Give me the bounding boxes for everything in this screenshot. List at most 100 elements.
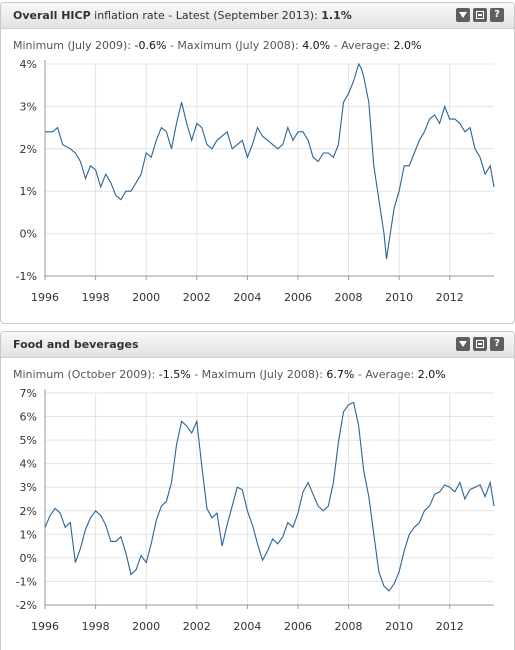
data-point[interactable] <box>393 582 396 585</box>
data-point[interactable] <box>51 130 54 133</box>
data-point[interactable] <box>180 420 183 423</box>
data-point[interactable] <box>150 156 153 159</box>
dropdown-icon[interactable] <box>456 8 470 22</box>
data-point[interactable] <box>286 521 289 524</box>
data-point[interactable] <box>484 495 487 498</box>
data-point[interactable] <box>241 488 244 491</box>
data-point[interactable] <box>170 147 173 150</box>
data-point[interactable] <box>160 126 163 129</box>
data-point[interactable] <box>347 92 350 95</box>
data-point[interactable] <box>322 152 325 155</box>
data-point[interactable] <box>256 542 259 545</box>
data-point[interactable] <box>155 139 158 142</box>
data-point[interactable] <box>418 521 421 524</box>
data-point[interactable] <box>352 80 355 83</box>
data-point[interactable] <box>327 152 330 155</box>
data-point[interactable] <box>89 164 92 167</box>
data-point[interactable] <box>360 67 363 70</box>
data-point[interactable] <box>337 441 340 444</box>
data-point[interactable] <box>56 126 59 129</box>
data-point[interactable] <box>140 554 143 557</box>
data-point[interactable] <box>175 122 178 125</box>
data-point[interactable] <box>150 542 153 545</box>
data-point[interactable] <box>195 420 198 423</box>
data-point[interactable] <box>271 538 274 541</box>
data-point[interactable] <box>469 488 472 491</box>
data-point[interactable] <box>236 486 239 489</box>
data-point[interactable] <box>408 533 411 536</box>
help-icon[interactable]: ? <box>490 337 504 351</box>
data-point[interactable] <box>79 547 82 550</box>
data-point[interactable] <box>266 549 269 552</box>
data-point[interactable] <box>347 403 350 406</box>
data-point[interactable] <box>291 139 294 142</box>
data-point[interactable] <box>453 118 456 121</box>
data-point[interactable] <box>211 516 214 519</box>
data-point[interactable] <box>317 505 320 508</box>
data-point[interactable] <box>160 505 163 508</box>
data-point[interactable] <box>170 481 173 484</box>
data-point[interactable] <box>317 160 320 163</box>
data-point[interactable] <box>276 147 279 150</box>
data-point[interactable] <box>383 232 386 235</box>
data-point[interactable] <box>453 490 456 493</box>
data-point[interactable] <box>307 139 310 142</box>
data-point[interactable] <box>377 571 380 574</box>
data-point[interactable] <box>261 135 264 138</box>
data-point[interactable] <box>231 505 234 508</box>
data-point[interactable] <box>302 130 305 133</box>
data-point[interactable] <box>49 514 52 517</box>
data-point[interactable] <box>372 164 375 167</box>
data-point[interactable] <box>256 126 259 129</box>
data-point[interactable] <box>205 507 208 510</box>
data-point[interactable] <box>74 152 77 155</box>
data-point[interactable] <box>180 101 183 104</box>
data-point[interactable] <box>69 521 72 524</box>
data-point[interactable] <box>145 561 148 564</box>
data-point[interactable] <box>367 495 370 498</box>
data-point[interactable] <box>428 505 431 508</box>
data-point[interactable] <box>200 465 203 468</box>
data-point[interactable] <box>489 164 492 167</box>
data-point[interactable] <box>124 190 127 193</box>
data-point[interactable] <box>266 139 269 142</box>
data-point[interactable] <box>74 561 77 564</box>
data-point[interactable] <box>135 181 138 184</box>
data-point[interactable] <box>403 164 406 167</box>
data-point[interactable] <box>493 505 496 508</box>
data-point[interactable] <box>140 173 143 176</box>
data-point[interactable] <box>383 585 386 588</box>
data-point[interactable] <box>458 481 461 484</box>
data-point[interactable] <box>54 507 57 510</box>
data-point[interactable] <box>418 139 421 142</box>
data-point[interactable] <box>393 207 396 210</box>
data-point[interactable] <box>327 505 330 508</box>
data-point[interactable] <box>443 483 446 486</box>
data-point[interactable] <box>155 519 158 522</box>
data-point[interactable] <box>312 493 315 496</box>
data-point[interactable] <box>403 549 406 552</box>
data-point[interactable] <box>281 535 284 538</box>
data-point[interactable] <box>135 568 138 571</box>
data-point[interactable] <box>79 160 82 163</box>
data-point[interactable] <box>342 410 345 413</box>
data-point[interactable] <box>114 194 117 197</box>
data-point[interactable] <box>185 122 188 125</box>
data-point[interactable] <box>124 552 127 555</box>
data-point[interactable] <box>205 143 208 146</box>
data-point[interactable] <box>388 589 391 592</box>
data-point[interactable] <box>64 526 67 529</box>
data-point[interactable] <box>291 526 294 529</box>
data-point[interactable] <box>408 164 411 167</box>
data-point[interactable] <box>428 118 431 121</box>
data-point[interactable] <box>458 122 461 125</box>
data-point[interactable] <box>337 143 340 146</box>
data-point[interactable] <box>104 173 107 176</box>
data-point[interactable] <box>195 122 198 125</box>
data-point[interactable] <box>175 443 178 446</box>
data-point[interactable] <box>362 75 365 78</box>
data-point[interactable] <box>84 528 87 531</box>
data-point[interactable] <box>489 481 492 484</box>
data-point[interactable] <box>190 432 193 435</box>
data-point[interactable] <box>276 542 279 545</box>
